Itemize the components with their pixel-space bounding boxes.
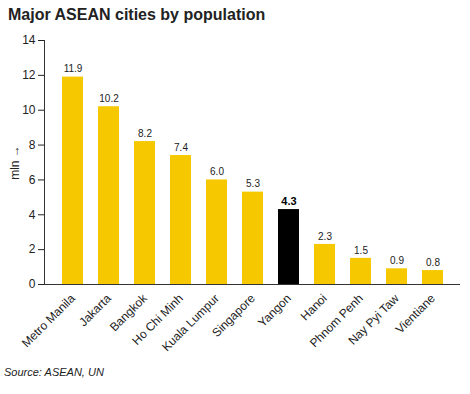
svg-text:Metro Manila: Metro Manila bbox=[19, 291, 78, 350]
svg-text:mln →: mln → bbox=[8, 145, 22, 180]
svg-text:2: 2 bbox=[29, 242, 36, 256]
svg-text:Phnom Penh: Phnom Penh bbox=[306, 291, 366, 351]
svg-text:12: 12 bbox=[22, 68, 36, 82]
svg-text:4: 4 bbox=[29, 208, 36, 222]
svg-text:10.2: 10.2 bbox=[99, 93, 119, 104]
svg-text:Vientiane: Vientiane bbox=[393, 291, 438, 336]
svg-text:0.9: 0.9 bbox=[390, 255, 404, 266]
svg-text:7.4: 7.4 bbox=[174, 142, 188, 153]
svg-text:5.3: 5.3 bbox=[246, 178, 260, 189]
svg-text:8.2: 8.2 bbox=[138, 128, 152, 139]
html-text:Major ASEAN cities by populati: Major ASEAN cities by population bbox=[8, 6, 266, 23]
svg-text:10: 10 bbox=[22, 103, 36, 117]
svg-text:2.3: 2.3 bbox=[318, 231, 332, 242]
svg-text:14: 14 bbox=[22, 33, 36, 47]
svg-text:Singapore: Singapore bbox=[209, 291, 258, 340]
svg-text:Yangon: Yangon bbox=[255, 291, 294, 330]
svg-text:Hanoi: Hanoi bbox=[298, 291, 330, 323]
svg-text:Ho Chi Minh: Ho Chi Minh bbox=[129, 291, 186, 348]
svg-text:Nay Pyi Taw: Nay Pyi Taw bbox=[345, 291, 402, 348]
svg-text:6.0: 6.0 bbox=[210, 166, 224, 177]
svg-text:6: 6 bbox=[29, 173, 36, 187]
html-text:Source: ASEAN, UN: Source: ASEAN, UN bbox=[4, 366, 104, 378]
svg-text:8: 8 bbox=[29, 138, 36, 152]
svg-text:Jakarta: Jakarta bbox=[76, 291, 114, 329]
svg-text:0.8: 0.8 bbox=[426, 257, 440, 268]
svg-text:1.5: 1.5 bbox=[354, 245, 368, 256]
svg-text:11.9: 11.9 bbox=[64, 63, 83, 74]
svg-text:4.3: 4.3 bbox=[281, 195, 296, 207]
svg-text:Kuala Lumpur: Kuala Lumpur bbox=[159, 291, 222, 354]
svg-text:Bangkok: Bangkok bbox=[106, 291, 150, 335]
svg-text:0: 0 bbox=[29, 277, 36, 291]
